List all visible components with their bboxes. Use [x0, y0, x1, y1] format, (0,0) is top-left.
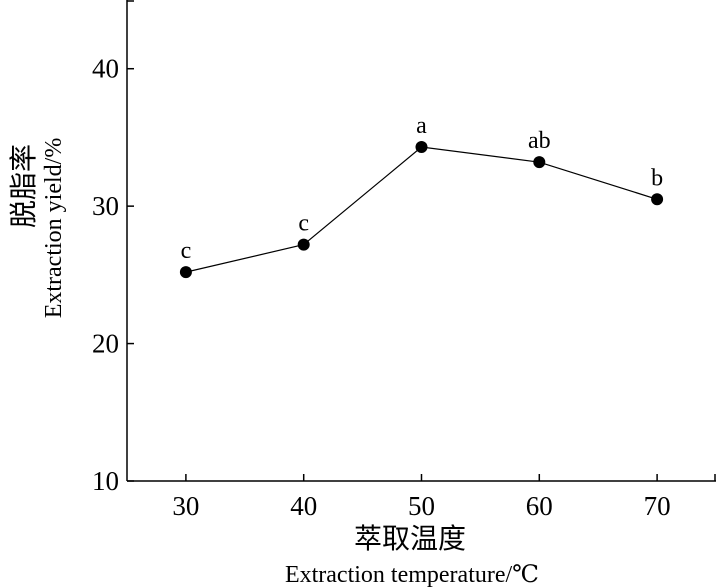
- data-point: [179, 266, 192, 279]
- series-line: [185, 146, 658, 273]
- x-tick-label: 40: [290, 491, 317, 521]
- significance-label: c: [181, 238, 192, 264]
- significance-label: c: [298, 211, 309, 237]
- axes: [126, 0, 716, 482]
- data-point: [651, 193, 664, 206]
- y-tick-label: 30: [92, 191, 119, 221]
- y-tick-label: 20: [92, 329, 119, 359]
- y-axis-label: Extraction yield/%: [41, 138, 67, 319]
- x-tick-label: 60: [526, 491, 553, 521]
- x-tick-label: 50: [408, 491, 435, 521]
- x-axis-label: Extraction temperature/℃: [285, 562, 539, 588]
- x-tick-label: 70: [644, 491, 671, 521]
- y-tick-label: 10: [92, 466, 119, 496]
- data-point: [533, 156, 546, 169]
- x-axis-label-cn: 萃取温度: [354, 522, 466, 555]
- data-point: [415, 141, 428, 154]
- y-tick-label: 40: [92, 54, 119, 84]
- x-tick-label: 30: [172, 491, 199, 521]
- significance-label: b: [651, 165, 663, 191]
- significance-label: a: [416, 113, 427, 139]
- significance-label: ab: [528, 128, 551, 154]
- data-point: [297, 238, 310, 251]
- y-axis-label-cn: 脱脂率: [7, 144, 40, 228]
